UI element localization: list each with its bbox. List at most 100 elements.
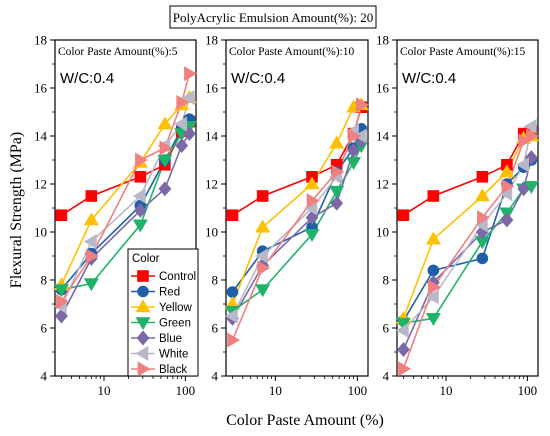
data-point-green (255, 284, 271, 298)
data-point-control (85, 190, 98, 202)
data-point-black (227, 332, 241, 348)
data-point-black (501, 178, 515, 194)
legend-label-yellow: Yellow (159, 302, 193, 314)
data-point-green (425, 313, 441, 326)
y-axis-label: Flexural Strength (MPa) (8, 132, 25, 288)
y-tick-label: 16 (376, 81, 390, 96)
y-tick-label: 10 (205, 225, 218, 240)
data-point-black (176, 94, 190, 110)
data-point-blue (517, 181, 531, 197)
data-point-black (526, 128, 539, 144)
data-point-yellow (329, 135, 345, 149)
legend-marker-yellow (135, 299, 151, 313)
panel-annotation: Color Paste Amount(%):10 (229, 46, 354, 58)
x-tick-label: 100 (176, 383, 196, 398)
data-point-green (157, 154, 173, 168)
data-point-black (348, 128, 362, 144)
data-point-green (83, 278, 99, 292)
y-tick-label: 18 (34, 33, 47, 48)
data-point-control (134, 171, 147, 183)
data-point-red (476, 252, 489, 265)
panel-2: 4 6 8 10 12 14 16 18 10 100 Color Paste Amount(%):… (205, 33, 369, 398)
plot-frame (225, 39, 369, 377)
y-tick-label: 14 (205, 129, 219, 144)
data-point-yellow (474, 188, 490, 202)
legend-marker-blue (136, 330, 150, 346)
y-tick-label: 18 (376, 33, 389, 48)
legend-marker-white (135, 345, 149, 362)
data-point-white (395, 322, 409, 338)
panel-annotation: Color Paste Amount(%):5 (58, 46, 178, 58)
data-point-yellow (255, 219, 271, 233)
data-point-control (226, 209, 239, 221)
data-point-white (516, 157, 529, 173)
legend-label-white: White (159, 349, 188, 361)
data-point-yellow (304, 176, 320, 190)
series-line-white (402, 126, 533, 331)
data-point-control (55, 209, 68, 221)
data-point-green (132, 219, 148, 233)
data-point-yellow (425, 231, 441, 245)
data-point-blue (158, 181, 172, 197)
data-point-black (135, 152, 148, 168)
header-box: PolyAcrylic Emulsion Amount(%): 20 (169, 5, 377, 29)
y-tick-label: 8 (212, 273, 219, 288)
series-line-black (402, 135, 532, 370)
data-point-control (427, 190, 440, 202)
y-tick-label: 4 (383, 369, 390, 384)
legend-label-red: Red (159, 287, 180, 299)
data-point-white (174, 116, 187, 132)
y-tick-label: 16 (34, 81, 48, 96)
y-tick-label: 12 (205, 177, 218, 192)
legend-label-control: Control (159, 271, 196, 283)
data-point-yellow (499, 164, 515, 178)
data-point-blue (347, 142, 360, 158)
data-point-blue (500, 212, 514, 228)
data-point-green (304, 229, 320, 242)
panel-1: 4 6 8 10 12 14 16 18 10 100 Color Paste Amount(%):… (34, 33, 197, 398)
data-point-white (255, 248, 268, 264)
data-point-black (356, 97, 369, 113)
x-tick-label: 10 (440, 383, 453, 398)
data-point-control (476, 171, 489, 183)
wc-label: W/C:0.4 (60, 70, 114, 87)
data-point-black (306, 193, 320, 209)
y-tick-label: 10 (34, 225, 47, 240)
data-point-black (331, 164, 345, 180)
data-point-white (83, 234, 97, 250)
y-tick-label: 14 (34, 129, 48, 144)
x-tick-label: 100 (518, 383, 538, 398)
y-tick-label: 6 (212, 321, 219, 336)
y-tick-label: 12 (34, 177, 47, 192)
data-point-blue (134, 202, 147, 218)
wc-label: W/C:0.4 (231, 70, 285, 87)
y-tick-label: 6 (41, 321, 48, 336)
data-point-blue (397, 342, 410, 358)
data-point-red (226, 286, 239, 298)
data-point-white (132, 188, 146, 204)
legend-label-green: Green (159, 318, 191, 330)
x-tick-label: 10 (269, 383, 282, 398)
panel-annotation: Color Paste Amount(%):15 (400, 46, 525, 58)
data-point-black (56, 294, 70, 310)
y-tick-label: 14 (376, 129, 390, 144)
data-point-black (398, 361, 412, 377)
wc-label: W/C:0.4 (402, 70, 456, 87)
data-point-black (159, 140, 173, 156)
data-point-black (257, 260, 271, 276)
y-tick-label: 10 (376, 225, 389, 240)
data-point-blue (330, 195, 344, 211)
legend-title: Color (132, 253, 160, 265)
data-point-control (256, 190, 269, 202)
data-point-white (523, 118, 537, 134)
data-point-black (518, 133, 532, 149)
data-point-black (477, 210, 490, 226)
y-tick-label: 6 (383, 321, 390, 336)
data-point-yellow (83, 212, 99, 226)
legend-label-blue: Blue (159, 333, 182, 345)
data-point-white (425, 289, 439, 305)
legend-marker-black (137, 361, 151, 377)
data-point-blue (175, 138, 189, 154)
series-line-black (231, 104, 363, 341)
